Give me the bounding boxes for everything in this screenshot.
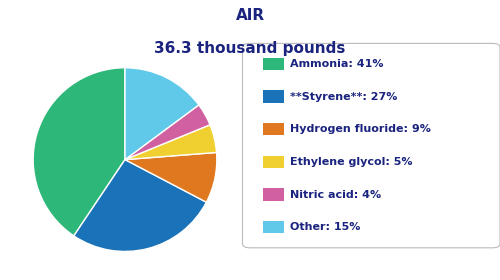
Text: Ethylene glycol: 5%: Ethylene glycol: 5% — [290, 157, 412, 167]
Text: AIR: AIR — [236, 8, 264, 24]
Wedge shape — [125, 125, 216, 160]
Text: Ammonia: 41%: Ammonia: 41% — [290, 59, 384, 69]
Text: 36.3 thousand pounds: 36.3 thousand pounds — [154, 41, 346, 56]
Wedge shape — [125, 68, 199, 160]
Text: Hydrogen fluoride: 9%: Hydrogen fluoride: 9% — [290, 124, 431, 134]
Wedge shape — [125, 105, 210, 160]
Wedge shape — [33, 68, 125, 236]
Wedge shape — [74, 160, 206, 251]
Text: Nitric acid: 4%: Nitric acid: 4% — [290, 190, 381, 200]
Wedge shape — [125, 153, 217, 202]
Text: **Styrene**: 27%: **Styrene**: 27% — [290, 92, 398, 102]
Text: Other: 15%: Other: 15% — [290, 222, 360, 232]
